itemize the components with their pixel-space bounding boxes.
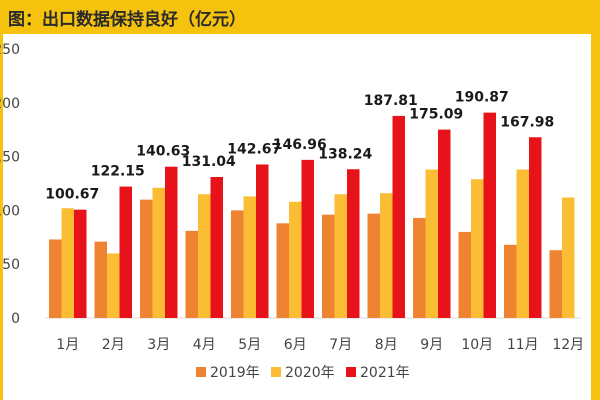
x-tick-label: 11月: [507, 337, 539, 353]
bar-2021年-6月: [301, 159, 314, 318]
x-tick-label: 7月: [329, 337, 352, 353]
bar-2020年-2月: [107, 253, 120, 318]
legend-swatch: [346, 367, 356, 377]
data-label: 187.81: [364, 93, 418, 109]
chart-title: 图：出口数据保持良好（亿元）: [8, 10, 246, 30]
frame-right-border: [591, 34, 600, 400]
legend-swatch: [271, 367, 281, 377]
x-tick-label: 6月: [284, 337, 307, 353]
bar-2019年-10月: [458, 231, 471, 318]
bar-2019年-9月: [413, 217, 426, 318]
data-label: 122.15: [91, 164, 145, 180]
x-tick-label: 2月: [102, 337, 125, 353]
y-tick-label: 250: [0, 42, 20, 58]
bar-2021年-2月: [119, 186, 132, 318]
y-tick-label: 200: [0, 96, 20, 112]
bar-2021年-9月: [438, 129, 451, 318]
x-tick-label: 10月: [461, 337, 493, 353]
x-tick-label: 4月: [193, 337, 216, 353]
bar-2020年-8月: [380, 193, 393, 318]
legend-label: 2021年: [360, 365, 410, 381]
x-tick-label: 1月: [56, 337, 79, 353]
bar-2019年-6月: [276, 223, 289, 318]
data-label: 146.96: [273, 137, 327, 153]
bar-2020年-6月: [289, 201, 302, 318]
bar-2021年-3月: [165, 166, 178, 318]
bar-2020年-11月: [516, 169, 529, 318]
legend-swatch: [196, 367, 206, 377]
legend-label: 2020年: [285, 365, 335, 381]
bar-2019年-2月: [94, 241, 107, 318]
bar-2019年-7月: [322, 214, 335, 318]
y-tick-label: 150: [0, 150, 20, 166]
bar-2021年-4月: [210, 177, 223, 318]
bar-2020年-4月: [198, 194, 211, 318]
bar-2019年-4月: [185, 230, 198, 318]
bar-2020年-1月: [61, 208, 74, 318]
bar-2020年-9月: [425, 169, 438, 318]
x-tick-label: 9月: [420, 337, 443, 353]
x-tick-label: 5月: [238, 337, 261, 353]
bar-2019年-5月: [231, 210, 244, 318]
x-tick-label: 12月: [552, 337, 584, 353]
data-label: 138.24: [318, 146, 372, 162]
y-tick-label: 50: [2, 257, 20, 273]
x-tick-label: 8月: [375, 337, 398, 353]
bar-2021年-10月: [483, 112, 496, 319]
y-tick-label: 100: [0, 203, 20, 219]
bar-2019年-3月: [140, 199, 153, 318]
x-tick-label: 3月: [147, 337, 170, 353]
bar-2021年-11月: [529, 137, 542, 318]
title-bar: 图：出口数据保持良好（亿元）: [0, 0, 600, 34]
bar-2020年-5月: [243, 196, 256, 318]
y-tick-label: 0: [11, 311, 20, 327]
bar-2020年-3月: [152, 187, 165, 318]
bar-2021年-7月: [347, 169, 360, 318]
data-label: 175.09: [409, 107, 463, 123]
data-label: 131.04: [182, 154, 236, 170]
bar-2020年-10月: [471, 179, 484, 318]
bar-2020年-7月: [334, 194, 347, 318]
bar-2019年-8月: [367, 213, 380, 318]
bar-2021年-8月: [392, 115, 405, 318]
data-label: 190.87: [455, 90, 509, 106]
frame-left-border: [0, 34, 3, 400]
data-label: 167.98: [500, 114, 554, 130]
bar-2021年-1月: [74, 209, 87, 318]
bar-2019年-11月: [504, 244, 517, 318]
bar-2019年-12月: [549, 250, 562, 318]
data-label: 100.67: [45, 187, 99, 203]
bar-2019年-1月: [49, 239, 62, 318]
legend-label: 2019年: [210, 365, 260, 381]
data-label: 142.67: [227, 141, 281, 157]
data-label: 140.63: [136, 144, 190, 160]
bar-2021年-5月: [256, 164, 269, 318]
bar-2020年-12月: [562, 197, 575, 318]
